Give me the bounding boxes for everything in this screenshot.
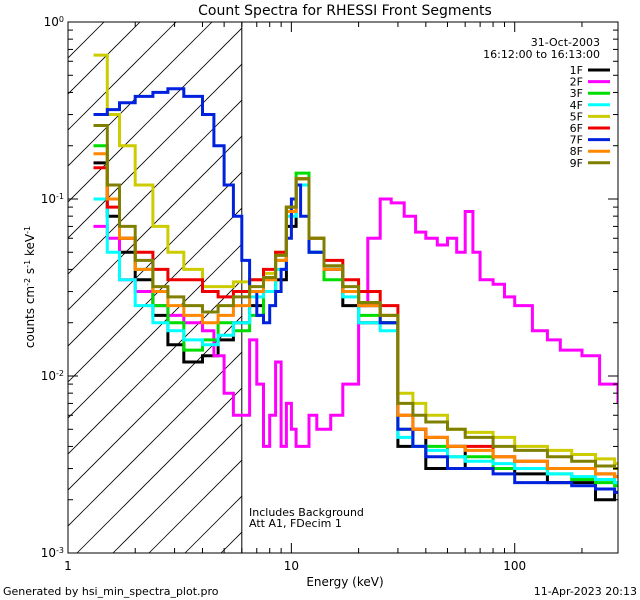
y-tick-label: 10-1 — [41, 192, 64, 207]
series-line-9F — [93, 124, 618, 470]
y-tick-base: 10 — [44, 15, 59, 29]
legend-label-7F: 7F — [570, 134, 583, 147]
y-tick-exponent: -1 — [56, 192, 64, 201]
y-label-sup-b: -1 — [23, 260, 32, 268]
y-tick-exponent: 0 — [59, 15, 64, 24]
hatch-line — [68, 171, 242, 347]
y-tick-label: 10-3 — [41, 546, 64, 561]
x-axis-label: Energy (keV) — [306, 575, 383, 589]
y-label-part-c: keV — [23, 233, 37, 260]
y-tick-exponent: -2 — [56, 369, 64, 378]
annotation-background: Includes Background — [249, 506, 364, 519]
hatch-line — [68, 27, 242, 203]
y-label-sup-a: -2 — [23, 278, 32, 286]
y-label-part-a: counts cm — [23, 286, 37, 348]
legend-label-9F: 9F — [570, 157, 583, 170]
hatch-line — [68, 135, 242, 311]
hatch-line — [68, 243, 242, 419]
x-tick-label: 10 — [284, 559, 299, 573]
y-tick-base: 10 — [41, 192, 56, 206]
annotation-attenuator: Att A1, FDecim 1 — [249, 517, 342, 530]
y-label-sup-c: -1 — [23, 226, 32, 234]
y-label-part-b: s — [23, 268, 37, 278]
hatch-line — [68, 22, 177, 131]
x-tick-label: 100 — [503, 559, 526, 573]
y-axis-label: counts cm-2 s-1 keV-1 — [23, 226, 38, 348]
footer-timestamp: 11-Apr-2023 20:13 — [534, 585, 637, 598]
date-label: 31-Oct-2003 — [531, 36, 600, 49]
hatch-line — [148, 459, 242, 553]
plot-frame — [67, 21, 619, 554]
series-line-2F — [93, 197, 618, 448]
legend-label-8F: 8F — [570, 145, 583, 158]
legend-label-3F: 3F — [570, 87, 583, 100]
chart-title: Count Spectra for RHESSI Front Segments — [198, 3, 492, 19]
legend-label-1F: 1F — [570, 64, 583, 77]
y-tick-base: 10 — [41, 546, 56, 560]
time-range-label: 16:12:00 to 16:13:00 — [483, 48, 600, 61]
hatch-line — [68, 22, 213, 167]
series-line-7F — [93, 87, 618, 494]
legend-label-5F: 5F — [570, 110, 583, 123]
y-tick-base: 10 — [41, 369, 56, 383]
hatch-line — [68, 351, 242, 527]
legend-label-4F: 4F — [570, 99, 583, 112]
footer-generated-by: Generated by hsi_min_spectra_plot.pro — [3, 585, 219, 598]
y-tick-label: 10-2 — [41, 369, 64, 384]
hatch-line — [68, 63, 242, 239]
hatch-line — [112, 423, 242, 553]
x-tick-label: 1 — [64, 559, 72, 573]
series-line-3F — [93, 144, 618, 488]
series-group — [93, 53, 618, 502]
y-tick-label: 100 — [44, 15, 64, 30]
hatch-line — [68, 315, 242, 491]
legend-label-6F: 6F — [570, 122, 583, 135]
y-tick-exponent: -3 — [56, 546, 64, 555]
hatch-line — [68, 99, 242, 275]
legend-label-2F: 2F — [570, 76, 583, 89]
hatch-line — [76, 387, 242, 553]
